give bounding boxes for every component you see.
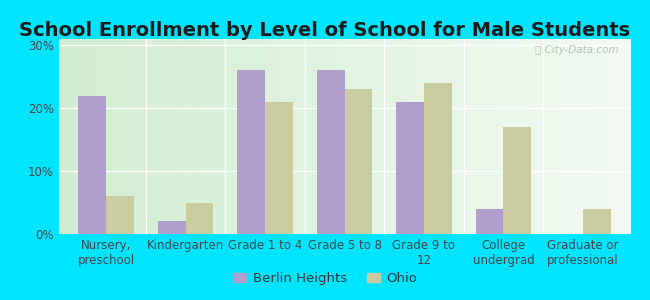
Bar — [344, 89, 372, 234]
Bar — [79, 96, 106, 234]
Bar — [317, 70, 345, 234]
Text: School Enrollment by Level of School for Male Students: School Enrollment by Level of School for… — [20, 21, 630, 40]
Bar — [503, 127, 531, 234]
Text: ⓘ City-Data.com: ⓘ City-Data.com — [536, 45, 619, 55]
Bar — [158, 221, 186, 234]
Legend: Berlin Heights, Ohio: Berlin Heights, Ohio — [227, 267, 422, 290]
Bar — [186, 202, 213, 234]
Bar — [237, 70, 265, 234]
Bar — [396, 102, 424, 234]
Bar — [583, 209, 610, 234]
Bar — [424, 83, 452, 234]
Bar — [265, 102, 293, 234]
Bar — [476, 209, 503, 234]
Bar — [106, 196, 134, 234]
